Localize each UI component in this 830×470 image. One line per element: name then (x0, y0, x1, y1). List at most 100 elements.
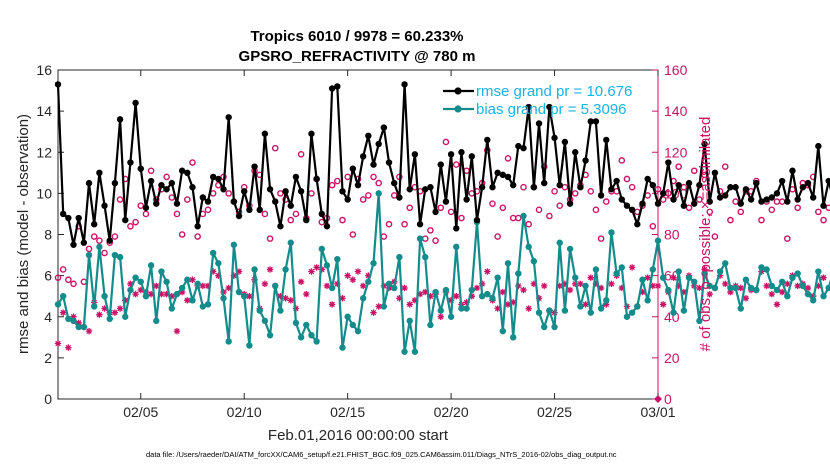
point-possible (618, 157, 626, 164)
point-rmse (685, 179, 693, 187)
point-bias (85, 251, 93, 259)
point-rmse (303, 216, 310, 224)
point-assimilated (323, 282, 331, 290)
point-bias (613, 270, 620, 277)
point-rmse (608, 186, 615, 193)
point-bias (235, 288, 243, 296)
point-bias (659, 274, 667, 281)
point-bias (318, 245, 325, 253)
point-rmse (644, 175, 651, 183)
point-rmse (691, 200, 698, 207)
point-possible (101, 249, 108, 257)
point-assimilated (235, 268, 243, 275)
point-assimilated (566, 286, 574, 294)
point-possible (499, 204, 507, 212)
point-assimilated (116, 305, 124, 312)
point-possible (85, 245, 93, 253)
point-assimilated (334, 280, 341, 288)
point-possible (173, 210, 181, 218)
point-rmse (794, 196, 801, 203)
point-rmse (411, 151, 419, 158)
point-assimilated (163, 290, 170, 298)
point-possible (452, 161, 460, 168)
point-possible (349, 231, 357, 238)
point-rmse (163, 186, 170, 193)
point-rmse (566, 200, 574, 207)
point-bias (401, 348, 408, 355)
point-assimilated (230, 272, 238, 279)
point-bias (763, 266, 770, 273)
point-rmse (385, 159, 393, 166)
y-tick-label-left: 12 (36, 144, 52, 160)
point-assimilated (246, 292, 253, 300)
point-bias (530, 258, 538, 265)
point-rmse (406, 186, 413, 193)
point-rmse (122, 216, 129, 224)
point-bias (225, 338, 232, 345)
point-bias (189, 297, 196, 304)
y-tick-label-left: 4 (44, 309, 52, 325)
point-bias (587, 309, 594, 316)
point-rmse (530, 184, 538, 191)
point-rmse (680, 202, 688, 209)
point-assimilated (706, 290, 713, 298)
point-rmse (127, 159, 134, 166)
point-bias (447, 313, 455, 320)
x-axis: 02/05 02/10 02/15 02/20 02/25 03/01 (123, 70, 676, 420)
point-rmse (184, 169, 191, 177)
point-bias (716, 268, 724, 275)
point-rmse (365, 132, 372, 139)
point-assimilated (359, 282, 367, 290)
point-rmse (70, 241, 77, 248)
point-rmse (494, 169, 501, 177)
point-possible (277, 190, 284, 197)
point-assimilated (370, 309, 377, 316)
point-possible (628, 183, 636, 191)
point-rmse (101, 202, 108, 209)
chart-subtitle: GPSRO_REFRACTIVITY @ 780 m (239, 48, 476, 65)
point-bias (427, 321, 434, 329)
point-bias (396, 253, 403, 261)
point-rmse (359, 153, 367, 160)
point-bias (753, 286, 760, 294)
point-rmse (204, 198, 212, 205)
point-assimilated (153, 282, 160, 290)
point-assimilated (406, 301, 413, 308)
point-possible (184, 196, 191, 203)
point-bias (489, 295, 496, 302)
point-possible (758, 216, 765, 224)
point-bias (706, 282, 713, 290)
x-tick-label: 02/15 (330, 404, 365, 420)
point-bias (541, 323, 548, 331)
point-bias (365, 278, 372, 285)
series-end-marker (654, 395, 662, 403)
point-bias (799, 282, 807, 290)
point-rmse (763, 196, 770, 203)
point-rmse (665, 159, 672, 166)
point-bias (478, 292, 486, 300)
legend-bias-label: bias grand pr = 5.3096 (476, 101, 627, 118)
point-rmse (292, 173, 300, 181)
point-bias (680, 307, 688, 314)
point-bias (199, 303, 207, 310)
point-bias (566, 245, 574, 253)
point-bias (349, 321, 357, 329)
point-possible (571, 190, 579, 197)
point-possible (784, 235, 791, 242)
y-tick-label-right: 0 (664, 391, 672, 407)
point-bias (649, 266, 657, 273)
point-bias (354, 327, 362, 335)
point-rmse (209, 173, 217, 181)
point-assimilated (427, 292, 434, 300)
point-assimilated (328, 301, 336, 308)
point-bias (380, 303, 388, 310)
point-bias (525, 243, 532, 251)
x-tick-label: 02/10 (227, 404, 262, 420)
point-bias (504, 260, 512, 267)
point-possible (163, 173, 170, 181)
point-rmse (453, 225, 460, 232)
point-rmse (809, 194, 817, 201)
point-rmse (706, 198, 713, 205)
y-tick-label-left: 6 (44, 268, 52, 284)
